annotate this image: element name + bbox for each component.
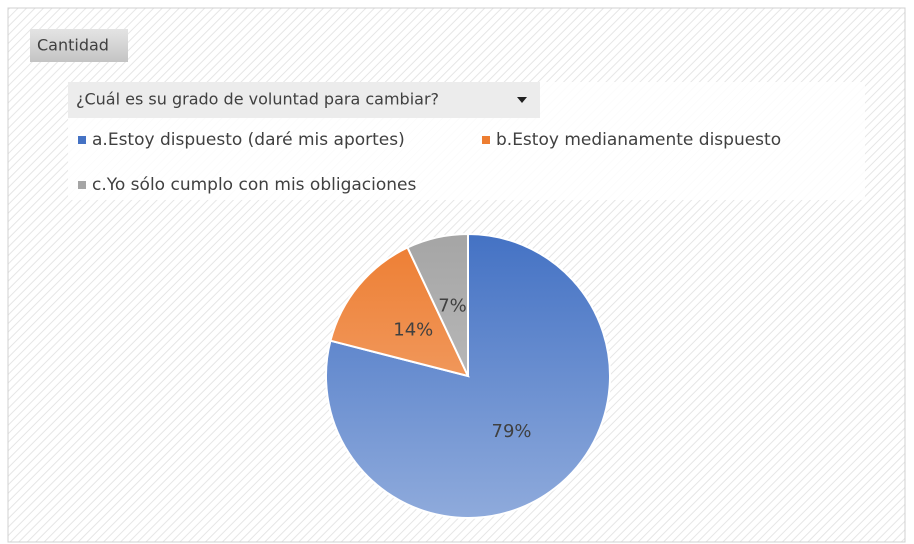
- legend-marker: [78, 136, 86, 144]
- legend-marker: [78, 181, 86, 189]
- pie-slice: [329, 246, 470, 378]
- data-label: 7%: [438, 296, 467, 317]
- legend-label: a.Estoy dispuesto (daré mis aportes): [92, 130, 405, 150]
- pie-slice: [406, 232, 469, 377]
- filter-button[interactable]: [68, 82, 540, 118]
- filter-button-label: ¿Cuál es su grado de voluntad para cambi…: [76, 90, 439, 109]
- field-button-label: Cantidad: [37, 36, 109, 55]
- field-button[interactable]: [30, 29, 128, 62]
- legend-marker: [482, 136, 490, 144]
- data-label: 79%: [492, 421, 532, 442]
- legend-label: c.Yo sólo cumplo con mis obligaciones: [92, 175, 416, 195]
- dropdown-arrow: [517, 97, 527, 103]
- data-label: 14%: [393, 320, 433, 341]
- legend-label: b.Estoy medianamente dispuesto: [496, 130, 781, 150]
